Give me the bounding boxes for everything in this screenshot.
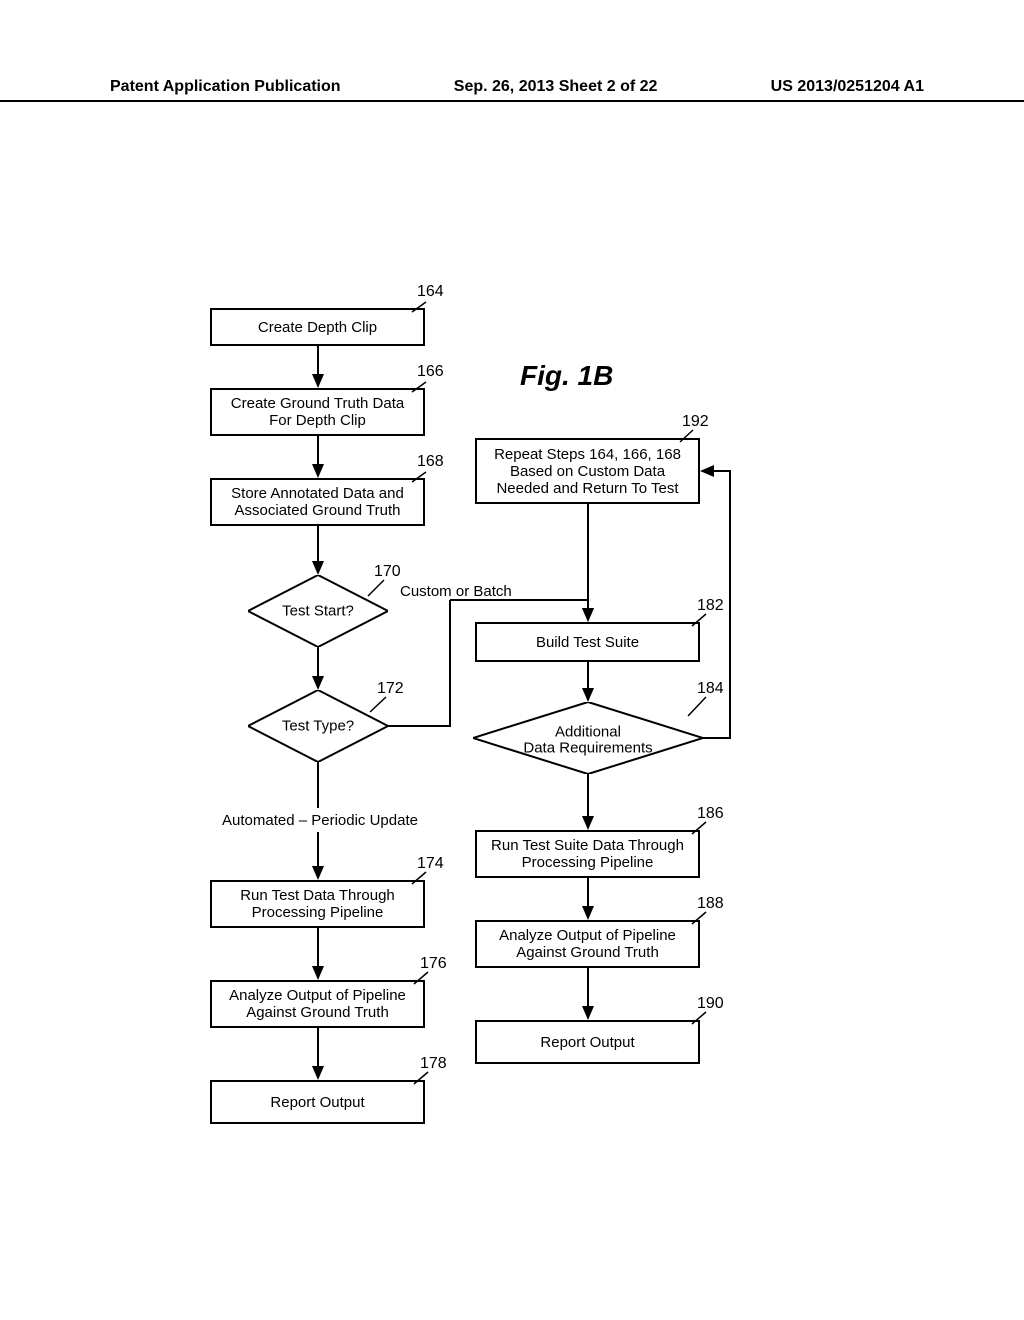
ref-166: 166 <box>417 363 444 381</box>
diamond-test-start-label: Test Start? <box>282 603 354 620</box>
ref-176: 176 <box>420 955 447 973</box>
ref-174: 174 <box>417 855 444 873</box>
diamond-additional-data-label-1: Additional <box>555 724 621 741</box>
ref-190: 190 <box>697 995 724 1013</box>
page: Patent Application Publication Sep. 26, … <box>0 0 1024 1320</box>
header-center: Sep. 26, 2013 Sheet 2 of 22 <box>454 78 658 96</box>
box-analyze-output-left: Analyze Output of Pipeline Against Groun… <box>210 980 425 1028</box>
ref-182: 182 <box>697 597 724 615</box>
box-repeat-steps: Repeat Steps 164, 166, 168 Based on Cust… <box>475 438 700 504</box>
header-row: Patent Application Publication Sep. 26, … <box>0 78 1024 96</box>
box-run-test-suite: Run Test Suite Data Through Processing P… <box>475 830 700 878</box>
figure-title: Fig. 1B <box>520 360 613 392</box>
ref-178: 178 <box>420 1055 447 1073</box>
ref-192: 192 <box>682 413 709 431</box>
ref-170: 170 <box>374 563 401 581</box>
ref-184: 184 <box>697 680 724 698</box>
ref-172: 172 <box>377 680 404 698</box>
ref-168: 168 <box>417 453 444 471</box>
ref-186: 186 <box>697 805 724 823</box>
ref-164: 164 <box>417 283 444 301</box>
box-create-ground-truth: Create Ground Truth Data For Depth Clip <box>210 388 425 436</box>
box-run-test-data: Run Test Data Through Processing Pipelin… <box>210 880 425 928</box>
ref-188: 188 <box>697 895 724 913</box>
box-report-output-left: Report Output <box>210 1080 425 1124</box>
label-automated: Automated – Periodic Update <box>222 812 418 829</box>
box-analyze-output-right: Analyze Output of Pipeline Against Groun… <box>475 920 700 968</box>
box-report-output-right: Report Output <box>475 1020 700 1064</box>
header-left: Patent Application Publication <box>110 78 341 96</box>
box-store-annotated: Store Annotated Data and Associated Grou… <box>210 478 425 526</box>
header-right: US 2013/0251204 A1 <box>771 78 924 96</box>
box-build-test-suite: Build Test Suite <box>475 622 700 662</box>
diamond-test-type-label: Test Type? <box>282 718 354 735</box>
diamond-additional-data-label-2: Data Requirements <box>523 740 652 757</box>
page-header: Patent Application Publication Sep. 26, … <box>0 78 1024 102</box>
label-custom-batch: Custom or Batch <box>400 583 512 600</box>
box-create-depth-clip: Create Depth Clip <box>210 308 425 346</box>
